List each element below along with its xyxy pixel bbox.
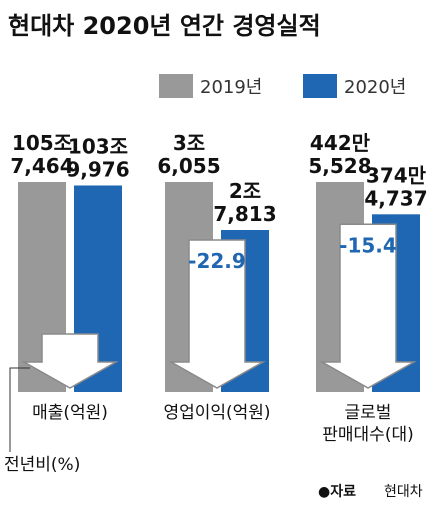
- change-arrow-2: [319, 223, 417, 389]
- category-label-2-0: 글로벌: [345, 403, 392, 423]
- legend-swatch-2020: [303, 74, 337, 98]
- change-label-2: -15.4: [339, 233, 397, 257]
- change-label-0: -1.7: [48, 341, 92, 365]
- source-note: ●자료 현대차: [318, 484, 423, 500]
- source-prefix: ●자료: [318, 484, 356, 500]
- value-label-1-0-bottom: 6,055: [157, 154, 220, 178]
- value-label-2-0-bottom: 5,528: [308, 154, 371, 178]
- change-arrow-1: [168, 239, 266, 389]
- change-arrow-0: [21, 333, 119, 389]
- value-label-1-1-bottom: 7,813: [213, 202, 276, 226]
- value-label-2-1-bottom: 4,737: [364, 186, 427, 210]
- value-label-1-1-top: 2조: [229, 179, 261, 203]
- value-label-0-0-bottom: 7,464: [10, 154, 73, 178]
- value-label-0-0-top: 105조: [12, 131, 72, 155]
- legend-swatch-2019: [159, 74, 193, 98]
- source-text: 현대차: [384, 484, 423, 500]
- value-label-1-0-top: 3조: [173, 131, 205, 155]
- category-label-1: 영업이익(억원): [163, 403, 270, 423]
- legend-label-2020: 2020년: [344, 77, 406, 98]
- yoy-leader-line: [9, 367, 30, 452]
- value-label-0-1-top: 103조: [68, 134, 128, 158]
- chart-title: 현대차 2020년 연간 경영실적: [8, 12, 321, 40]
- legend-label-2019: 2019년: [200, 77, 262, 98]
- category-label-2-1: 판매대수(대): [322, 425, 413, 445]
- change-label-1: -22.9: [188, 249, 246, 273]
- value-label-2-1-top: 374만: [366, 163, 427, 187]
- yoy-label: 전년비(%): [4, 455, 80, 475]
- value-label-2-0-top: 442만: [310, 131, 371, 155]
- legend: 2019년 2020년: [159, 74, 406, 98]
- category-label-0: 매출(억원): [32, 403, 108, 423]
- value-label-0-1-bottom: 9,976: [66, 157, 129, 181]
